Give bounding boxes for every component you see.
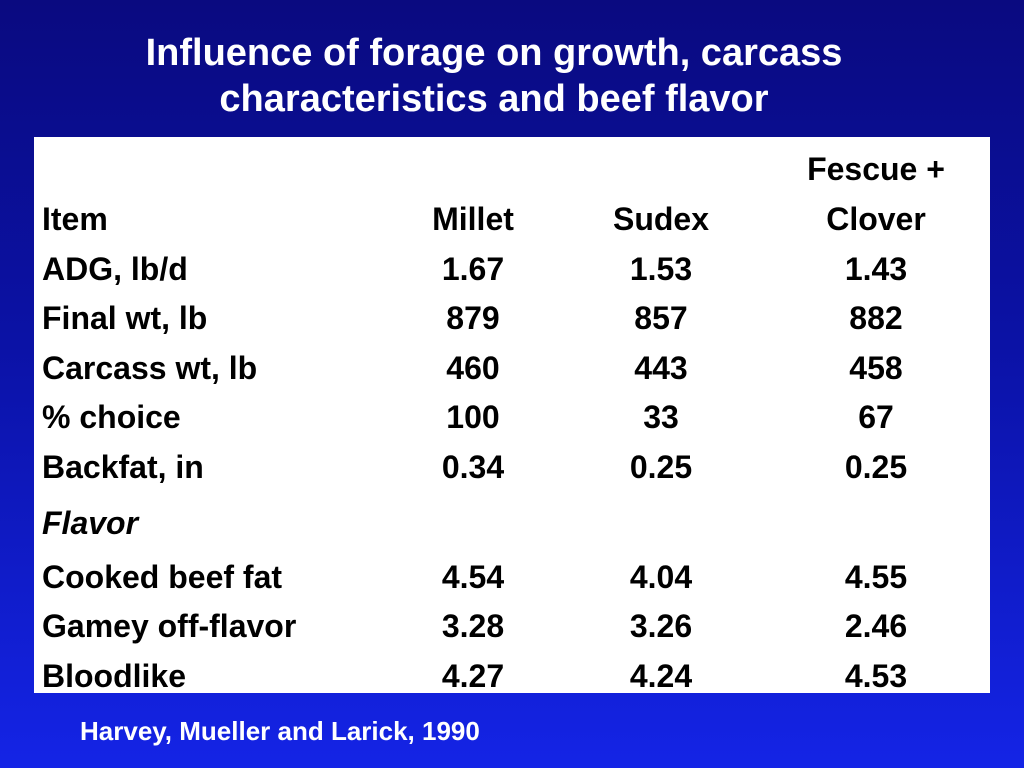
slide-title-line-2: characteristics and beef flavor xyxy=(219,78,769,120)
section-empty-cell xyxy=(552,493,770,553)
slide-title: Influence of forage on growth, carcass c… xyxy=(0,30,988,122)
data-table-panel: Fescue + Item Millet Sudex Clover ADG, l… xyxy=(34,137,990,694)
table-row: Backfat, in 0.34 0.25 0.25 xyxy=(42,443,982,493)
cell-fescue-clover: 0.25 xyxy=(844,448,908,485)
section-label-flavor: Flavor xyxy=(42,504,139,541)
column-header-item: Item xyxy=(42,201,108,237)
table-row: Cooked beef fat 4.54 4.04 4.55 xyxy=(42,553,982,603)
table-row: Final wt, lb 879 857 882 xyxy=(42,294,982,344)
column-header-fescue-line-2: Clover xyxy=(826,201,926,237)
cell-millet: 0.34 xyxy=(441,448,505,485)
section-empty-cell xyxy=(770,493,982,553)
cell-fescue-clover: 458 xyxy=(849,349,903,386)
cell-sudex: 4.24 xyxy=(629,657,693,694)
column-header-sudex: Sudex xyxy=(612,201,710,237)
table-header-row-1: Fescue + xyxy=(42,143,982,195)
cell-millet: 1.67 xyxy=(441,250,505,287)
cell-millet: 4.54 xyxy=(441,558,505,595)
cell-fescue-clover: 67 xyxy=(858,399,894,436)
header-empty-cell xyxy=(552,143,770,195)
row-label: Final wt, lb xyxy=(42,300,208,337)
row-label: % choice xyxy=(42,399,181,436)
row-label: Gamey off-flavor xyxy=(42,608,297,645)
cell-fescue-clover: 882 xyxy=(849,300,903,337)
cell-millet: 100 xyxy=(446,399,500,436)
table-row: Carcass wt, lb 460 443 458 xyxy=(42,344,982,394)
table-row: ADG, lb/d 1.67 1.53 1.43 xyxy=(42,245,982,295)
row-label: Cooked beef fat xyxy=(42,558,283,595)
section-row-flavor: Flavor xyxy=(42,493,982,553)
cell-millet: 879 xyxy=(446,300,500,337)
cell-millet: 3.28 xyxy=(441,608,505,645)
cell-millet: 4.27 xyxy=(441,657,505,694)
table-row: % choice 100 33 67 xyxy=(42,393,982,443)
table-row: Bloodlike 4.27 4.24 4.53 xyxy=(42,652,982,702)
cell-fescue-clover: 2.46 xyxy=(844,608,908,645)
column-header-fescue-line-1: Fescue + xyxy=(807,151,945,187)
row-label: ADG, lb/d xyxy=(42,250,188,287)
section-empty-cell xyxy=(394,493,552,553)
cell-sudex: 443 xyxy=(634,349,688,386)
row-label: Backfat, in xyxy=(42,448,204,485)
cell-fescue-clover: 4.53 xyxy=(844,657,908,694)
header-empty-cell xyxy=(42,143,394,195)
row-label: Carcass wt, lb xyxy=(42,349,258,386)
header-empty-cell xyxy=(394,143,552,195)
cell-sudex: 857 xyxy=(634,300,688,337)
forage-results-table: Fescue + Item Millet Sudex Clover ADG, l… xyxy=(42,143,982,701)
cell-fescue-clover: 1.43 xyxy=(844,250,908,287)
cell-sudex: 4.04 xyxy=(629,558,693,595)
row-label: Bloodlike xyxy=(42,657,187,694)
cell-sudex: 33 xyxy=(643,399,679,436)
cell-millet: 460 xyxy=(446,349,500,386)
table-row: Gamey off-flavor 3.28 3.26 2.46 xyxy=(42,602,982,652)
cell-sudex: 0.25 xyxy=(629,448,693,485)
table-header-row-2: Item Millet Sudex Clover xyxy=(42,195,982,245)
cell-fescue-clover: 4.55 xyxy=(844,558,908,595)
cell-sudex: 1.53 xyxy=(629,250,693,287)
slide-title-line-1: Influence of forage on growth, carcass xyxy=(145,32,843,74)
source-citation: Harvey, Mueller and Larick, 1990 xyxy=(80,716,480,746)
cell-sudex: 3.26 xyxy=(629,608,693,645)
column-header-millet: Millet xyxy=(432,201,514,237)
